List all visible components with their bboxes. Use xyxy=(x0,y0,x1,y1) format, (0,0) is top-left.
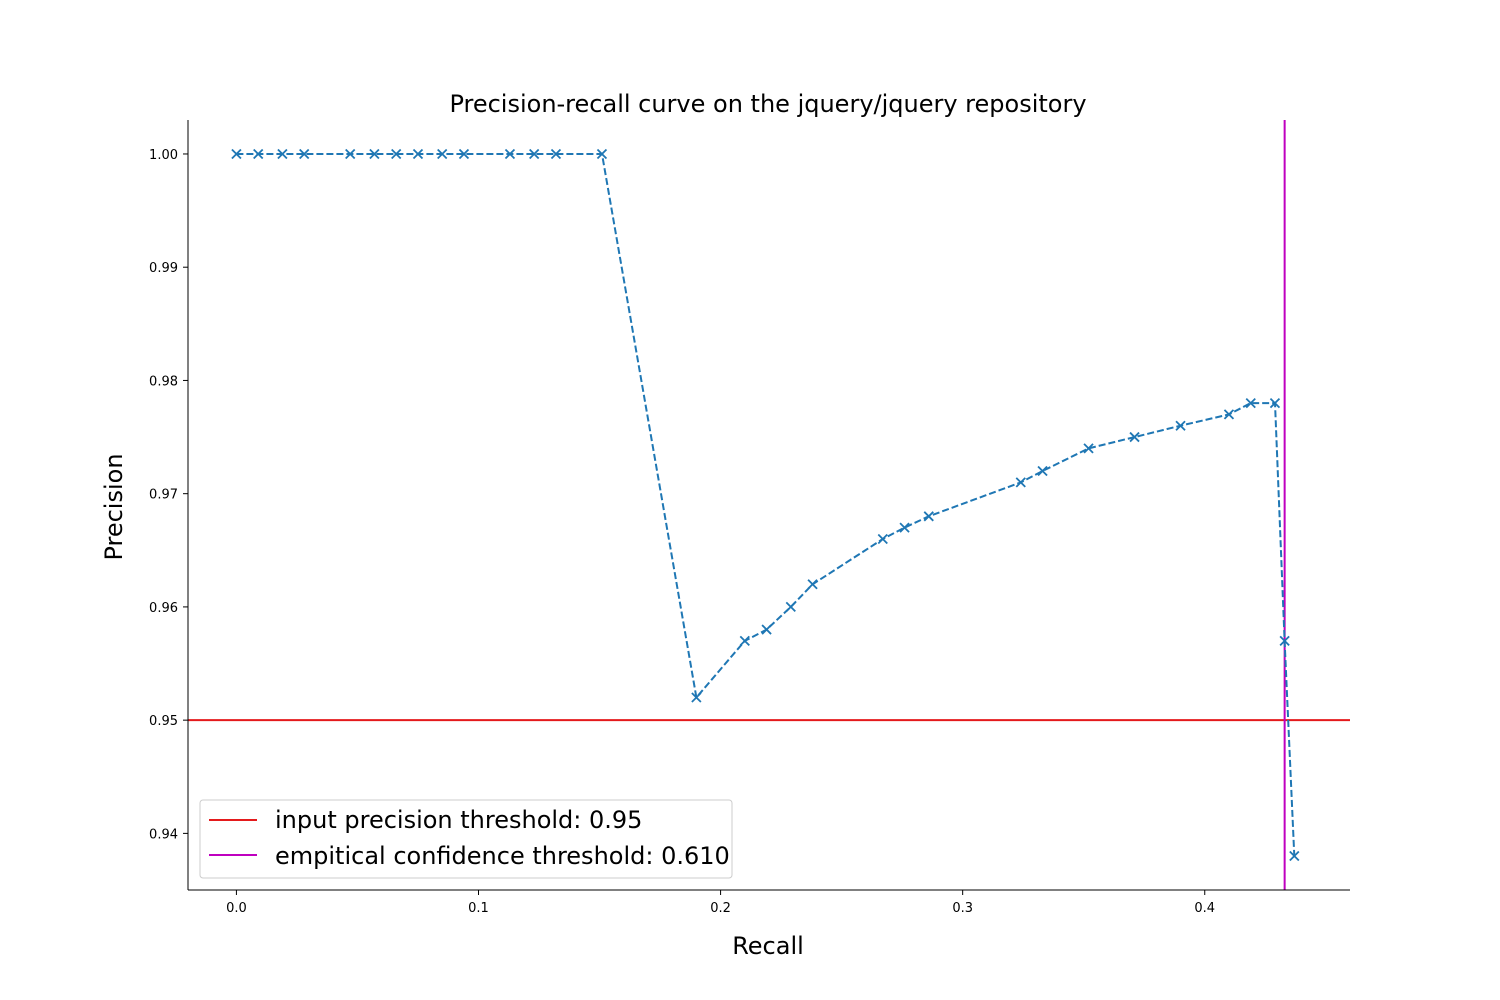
data-point-stroke xyxy=(1129,431,1140,443)
data-point xyxy=(391,148,402,160)
data-point-stroke xyxy=(877,533,888,545)
y-tick-label: 0.99 xyxy=(149,261,178,276)
data-point-stroke xyxy=(550,148,562,160)
x-tick-label: 0.2 xyxy=(710,901,731,916)
data-point-stroke xyxy=(807,579,818,590)
data-point-stroke xyxy=(739,635,750,647)
data-point xyxy=(1175,420,1186,431)
series-layer xyxy=(231,148,1300,862)
data-point-stroke xyxy=(437,148,448,160)
data-point xyxy=(1269,397,1281,409)
x-tick-label: 0.3 xyxy=(952,901,973,916)
chart-title: Precision-recall curve on the jquery/jqu… xyxy=(449,90,1086,118)
data-point-stroke xyxy=(1015,477,1026,488)
data-point-stroke xyxy=(529,148,540,160)
x-axis-label: Recall xyxy=(732,932,804,960)
plot-area: 0.0 0.1 0.2 0.3 0.4 0.94 0.95 0.96 0.97 0.98 0.99… xyxy=(149,120,1350,916)
data-point-stroke xyxy=(785,601,796,613)
data-point xyxy=(253,148,264,160)
data-point xyxy=(1223,409,1235,420)
data-point xyxy=(437,148,448,160)
x-tick-label: 0.1 xyxy=(468,901,489,916)
data-point xyxy=(1083,443,1094,454)
data-point-stroke xyxy=(231,148,242,160)
y-tick-label: 1.00 xyxy=(149,148,178,163)
data-point-stroke xyxy=(899,522,910,533)
data-point xyxy=(504,148,516,160)
reference-lines xyxy=(188,120,1350,890)
data-point-stroke xyxy=(1279,635,1290,647)
data-point xyxy=(231,148,242,160)
data-point-stroke xyxy=(761,624,772,635)
data-point xyxy=(458,148,470,160)
data-point xyxy=(1037,465,1048,477)
data-point-stroke xyxy=(1289,850,1300,862)
data-point-stroke xyxy=(277,148,288,160)
legend: input precision threshold: 0.95 empitica… xyxy=(199,799,733,879)
data-point xyxy=(1279,635,1290,647)
legend-label-confidence-threshold: empitical confidence threshold: 0.610 xyxy=(275,842,730,870)
y-axis-label: Precision xyxy=(100,453,128,560)
x-tick-label: 0.0 xyxy=(226,901,247,916)
data-point xyxy=(1289,850,1300,862)
data-point xyxy=(369,148,380,160)
data-point-stroke xyxy=(458,148,470,160)
data-point-stroke xyxy=(1083,443,1094,454)
data-point xyxy=(807,579,818,590)
y-tick-label: 0.95 xyxy=(149,714,178,729)
data-point-stroke xyxy=(1245,397,1256,409)
data-point-stroke xyxy=(412,148,424,160)
legend-box xyxy=(199,799,733,879)
y-tick-label: 0.98 xyxy=(149,374,178,389)
data-point-stroke xyxy=(253,148,264,160)
y-tick-label: 0.96 xyxy=(149,601,178,616)
data-point-stroke xyxy=(1037,465,1048,477)
data-point-stroke xyxy=(391,148,402,160)
data-point xyxy=(550,148,562,160)
x-tick-label: 0.4 xyxy=(1194,901,1215,916)
data-point-stroke xyxy=(923,511,934,522)
series-line xyxy=(236,153,1296,857)
data-point xyxy=(529,148,540,160)
data-point xyxy=(596,148,608,160)
data-point xyxy=(899,522,910,533)
x-axis-ticks: 0.0 0.1 0.2 0.3 0.4 xyxy=(226,890,1215,916)
data-point xyxy=(1129,431,1140,443)
data-point-stroke xyxy=(299,148,310,160)
data-point xyxy=(1015,477,1026,488)
data-point xyxy=(1245,397,1256,409)
data-point-stroke xyxy=(1269,397,1281,409)
data-point xyxy=(691,692,702,703)
data-point xyxy=(299,148,310,160)
data-point xyxy=(761,624,772,635)
data-point xyxy=(277,148,288,160)
y-tick-label: 0.97 xyxy=(149,488,178,503)
y-tick-label: 0.94 xyxy=(149,827,178,842)
data-point xyxy=(785,601,796,613)
data-point-stroke xyxy=(345,148,356,160)
data-point-stroke xyxy=(369,148,380,160)
data-point-stroke xyxy=(1175,420,1186,431)
data-point-stroke xyxy=(504,148,516,160)
data-point xyxy=(345,148,356,160)
data-point-stroke xyxy=(1223,409,1235,420)
data-point xyxy=(412,148,424,160)
legend-label-precision-threshold: input precision threshold: 0.95 xyxy=(275,806,642,834)
data-point xyxy=(877,533,888,545)
y-axis-ticks: 0.94 0.95 0.96 0.97 0.98 0.99 1.00 xyxy=(149,148,188,842)
data-point-stroke xyxy=(596,148,608,160)
data-point xyxy=(739,635,750,647)
data-point xyxy=(923,511,934,522)
data-point-stroke xyxy=(691,692,702,703)
